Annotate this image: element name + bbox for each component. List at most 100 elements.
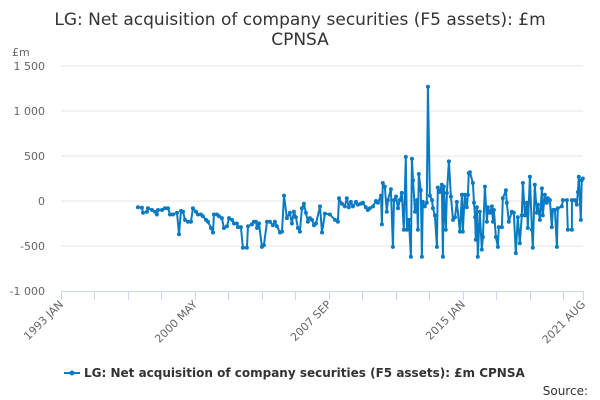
data-point <box>443 227 448 232</box>
data-point <box>515 215 520 220</box>
legend[interactable]: LG: Net acquisition of company securitie… <box>64 366 525 380</box>
data-point <box>499 225 504 230</box>
data-point <box>424 200 429 205</box>
source-label[interactable]: Source: <box>543 384 588 398</box>
data-point <box>175 210 179 215</box>
data-point <box>305 219 310 224</box>
y-tick-label: 1 000 <box>14 105 46 118</box>
data-point <box>253 219 258 224</box>
data-point <box>382 184 387 189</box>
data-point <box>467 170 472 175</box>
data-point <box>303 210 308 215</box>
data-point <box>470 181 475 185</box>
data-point <box>457 229 462 234</box>
data-point <box>496 225 501 230</box>
data-point <box>145 206 150 211</box>
data-point <box>485 205 490 210</box>
data-point <box>289 221 294 226</box>
data-point <box>371 204 375 209</box>
data-point <box>135 205 140 210</box>
data-point <box>460 229 465 234</box>
data-point <box>379 222 384 227</box>
data-point <box>403 154 408 159</box>
data-point <box>493 235 498 239</box>
data-point <box>206 219 210 224</box>
data-point <box>480 235 485 239</box>
chart-title-line2: CPNSA <box>271 30 329 50</box>
series-line <box>137 85 584 258</box>
data-point <box>484 219 489 224</box>
data-point <box>527 174 532 179</box>
data-point <box>274 224 279 229</box>
data-point <box>479 247 484 252</box>
data-point <box>211 212 216 217</box>
data-point <box>525 226 530 230</box>
chart-title-line1: LG: Net acquisition of company securitie… <box>54 10 545 30</box>
data-point <box>500 196 505 201</box>
data-point <box>314 221 318 226</box>
data-point <box>540 213 545 218</box>
data-point <box>408 254 413 259</box>
data-point <box>327 212 332 217</box>
data-point <box>544 200 549 205</box>
data-point <box>535 202 540 207</box>
data-point <box>549 225 554 230</box>
data-point <box>530 245 535 250</box>
data-point <box>322 211 327 216</box>
data-point <box>211 230 215 235</box>
data-point <box>310 217 314 222</box>
data-point <box>444 190 449 195</box>
data-point <box>272 219 277 224</box>
data-point <box>406 217 411 222</box>
data-point <box>506 219 511 224</box>
data-point <box>578 217 583 222</box>
data-point <box>301 201 306 206</box>
data-point <box>491 219 495 224</box>
data-point <box>392 198 396 203</box>
data-point <box>473 215 478 220</box>
data-point <box>181 209 185 214</box>
data-point <box>448 194 453 199</box>
data-point <box>261 243 266 248</box>
data-point <box>517 241 522 246</box>
data-point <box>154 212 159 217</box>
data-point <box>185 219 190 224</box>
data-point <box>474 205 479 210</box>
data-point <box>422 204 427 209</box>
data-point <box>150 208 154 212</box>
data-point <box>418 188 423 193</box>
data-point <box>440 254 445 259</box>
y-tick-label: 1 500 <box>14 60 46 73</box>
data-point <box>189 219 193 224</box>
data-point <box>430 206 435 211</box>
data-point <box>503 188 508 193</box>
data-point <box>394 194 398 199</box>
data-point <box>413 209 417 214</box>
data-point <box>238 225 243 230</box>
data-point <box>240 245 245 250</box>
data-point <box>293 215 298 220</box>
data-point <box>435 185 440 190</box>
data-point <box>519 213 524 218</box>
data-point <box>348 199 353 204</box>
data-point <box>390 244 395 249</box>
data-point <box>171 212 175 217</box>
data-point <box>160 208 164 212</box>
data-point <box>379 193 383 198</box>
x-tick-label: 2007 SEP <box>288 298 334 344</box>
data-point <box>162 206 167 211</box>
data-point <box>200 214 205 219</box>
data-point <box>542 192 547 197</box>
data-point <box>441 184 446 189</box>
data-point <box>420 199 425 204</box>
data-point <box>384 209 389 214</box>
data-point <box>559 204 564 209</box>
data-point <box>477 209 482 214</box>
data-point <box>430 198 434 203</box>
y-tick-label: 500 <box>24 150 45 163</box>
data-point <box>291 209 296 214</box>
data-point <box>534 210 539 215</box>
data-point <box>564 198 569 203</box>
data-point <box>265 219 269 224</box>
data-point <box>217 214 221 219</box>
